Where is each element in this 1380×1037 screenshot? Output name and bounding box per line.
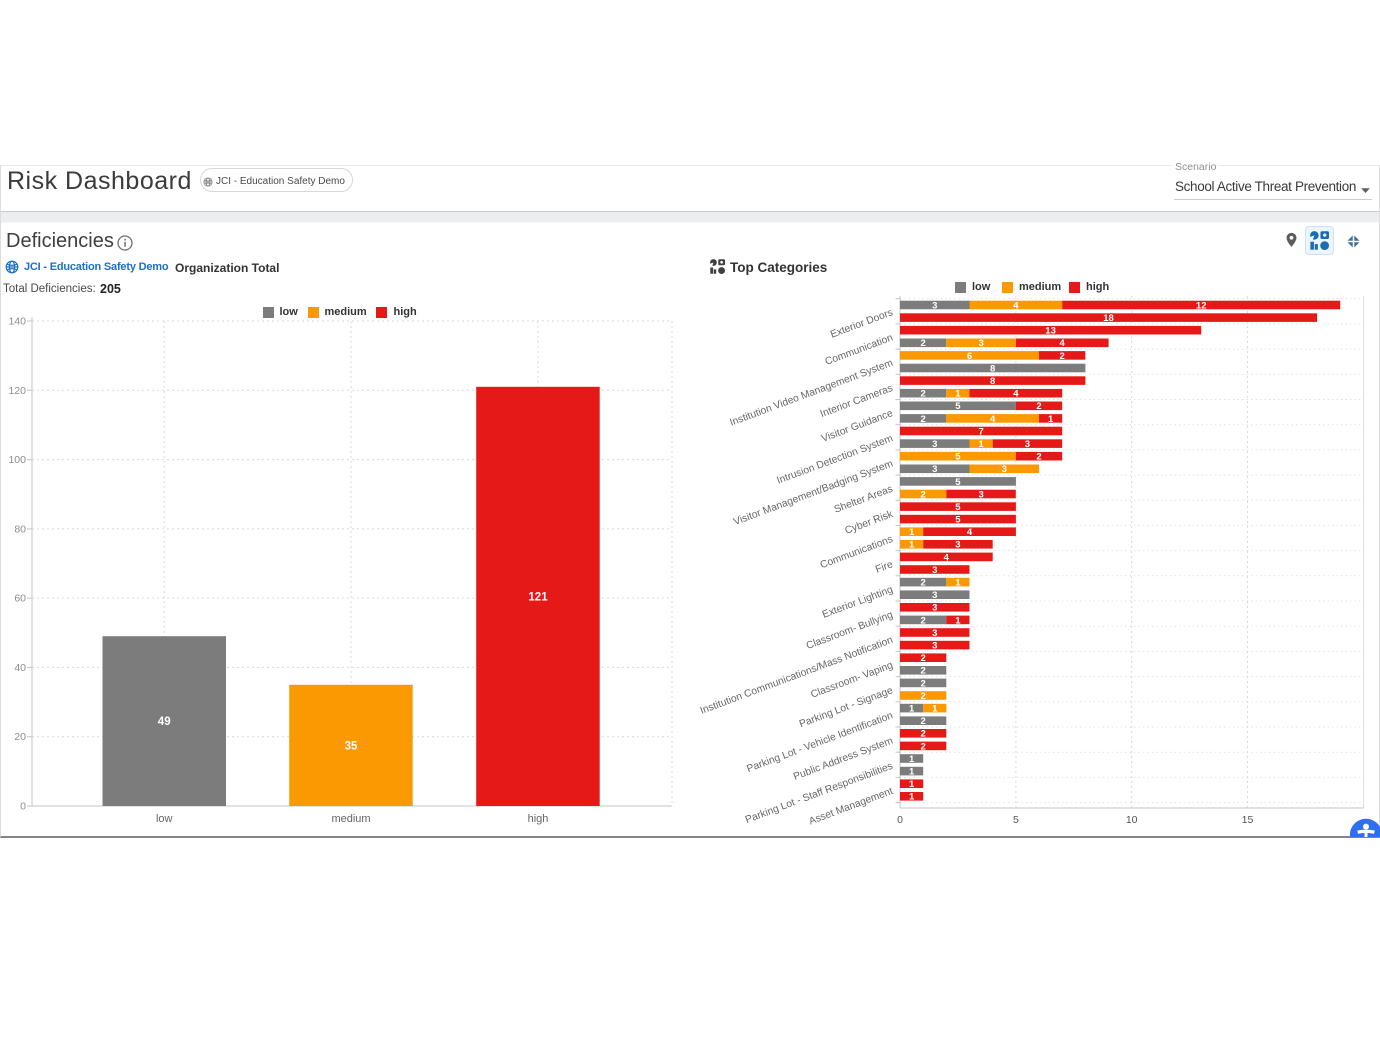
svg-text:2: 2 bbox=[921, 389, 926, 400]
svg-text:2: 2 bbox=[1036, 452, 1041, 463]
svg-text:Cyber Risk: Cyber Risk bbox=[844, 509, 896, 537]
svg-text:2: 2 bbox=[921, 678, 926, 689]
svg-text:7: 7 bbox=[978, 426, 983, 437]
svg-text:1: 1 bbox=[1048, 414, 1054, 425]
svg-text:4: 4 bbox=[1060, 338, 1066, 349]
svg-text:1: 1 bbox=[955, 615, 961, 626]
svg-text:medium: medium bbox=[331, 813, 370, 825]
svg-text:2: 2 bbox=[921, 666, 926, 677]
svg-text:1: 1 bbox=[909, 779, 915, 790]
svg-text:1: 1 bbox=[909, 527, 915, 538]
svg-text:121: 121 bbox=[528, 591, 548, 603]
svg-text:3: 3 bbox=[955, 540, 960, 551]
svg-text:35: 35 bbox=[345, 740, 358, 752]
svg-text:2: 2 bbox=[921, 338, 926, 349]
svg-text:5: 5 bbox=[955, 502, 961, 513]
svg-text:3: 3 bbox=[1025, 439, 1030, 450]
svg-text:12: 12 bbox=[1196, 300, 1207, 311]
svg-text:1: 1 bbox=[955, 389, 961, 400]
svg-text:60: 60 bbox=[14, 593, 26, 605]
svg-text:3: 3 bbox=[978, 489, 983, 500]
svg-text:2: 2 bbox=[921, 691, 926, 702]
svg-text:6: 6 bbox=[967, 351, 972, 362]
svg-text:3: 3 bbox=[1002, 464, 1007, 475]
svg-text:5: 5 bbox=[955, 401, 961, 412]
svg-text:2: 2 bbox=[921, 741, 926, 752]
svg-text:4: 4 bbox=[967, 527, 973, 538]
svg-text:1: 1 bbox=[909, 767, 915, 778]
svg-text:40: 40 bbox=[14, 662, 26, 674]
svg-text:1: 1 bbox=[909, 704, 915, 715]
svg-text:2: 2 bbox=[921, 414, 926, 425]
svg-text:3: 3 bbox=[932, 590, 937, 601]
svg-text:4: 4 bbox=[944, 552, 950, 563]
svg-text:0: 0 bbox=[20, 801, 26, 813]
svg-text:Fire: Fire bbox=[874, 559, 895, 576]
svg-text:100: 100 bbox=[8, 454, 26, 466]
svg-text:8: 8 bbox=[990, 363, 995, 374]
svg-text:15: 15 bbox=[1242, 814, 1254, 826]
svg-text:3: 3 bbox=[932, 300, 937, 311]
svg-text:80: 80 bbox=[14, 523, 26, 535]
svg-text:2: 2 bbox=[1060, 351, 1065, 362]
svg-text:low: low bbox=[156, 813, 173, 825]
svg-text:1: 1 bbox=[909, 792, 915, 803]
svg-text:4: 4 bbox=[990, 414, 996, 425]
svg-text:1: 1 bbox=[909, 754, 915, 765]
svg-text:18: 18 bbox=[1103, 313, 1114, 324]
svg-text:1: 1 bbox=[932, 704, 938, 715]
svg-text:0: 0 bbox=[897, 814, 903, 826]
svg-text:20: 20 bbox=[14, 731, 26, 743]
svg-text:49: 49 bbox=[158, 716, 171, 728]
svg-text:4: 4 bbox=[1013, 300, 1019, 311]
svg-text:high: high bbox=[528, 813, 549, 825]
svg-text:2: 2 bbox=[921, 729, 926, 740]
svg-text:3: 3 bbox=[932, 565, 937, 576]
svg-text:3: 3 bbox=[932, 464, 937, 475]
svg-text:3: 3 bbox=[932, 641, 937, 652]
svg-text:2: 2 bbox=[921, 615, 926, 626]
svg-text:8: 8 bbox=[990, 376, 995, 387]
svg-text:10: 10 bbox=[1126, 814, 1138, 826]
svg-text:3: 3 bbox=[932, 439, 937, 450]
svg-text:120: 120 bbox=[8, 385, 26, 397]
svg-text:3: 3 bbox=[932, 628, 937, 639]
svg-text:3: 3 bbox=[932, 603, 937, 614]
svg-text:2: 2 bbox=[1036, 401, 1041, 412]
svg-text:4: 4 bbox=[1013, 389, 1019, 400]
svg-text:5: 5 bbox=[955, 477, 961, 488]
svg-text:2: 2 bbox=[921, 489, 926, 500]
svg-text:2: 2 bbox=[921, 716, 926, 727]
svg-text:1: 1 bbox=[955, 578, 961, 589]
svg-text:5: 5 bbox=[955, 452, 961, 463]
svg-text:140: 140 bbox=[8, 316, 26, 328]
svg-text:13: 13 bbox=[1045, 326, 1056, 337]
svg-text:2: 2 bbox=[921, 578, 926, 589]
svg-text:2: 2 bbox=[921, 653, 926, 664]
svg-text:5: 5 bbox=[955, 515, 961, 526]
svg-text:1: 1 bbox=[978, 439, 984, 450]
svg-text:3: 3 bbox=[978, 338, 983, 349]
svg-text:1: 1 bbox=[909, 540, 915, 551]
svg-text:5: 5 bbox=[1013, 814, 1019, 826]
